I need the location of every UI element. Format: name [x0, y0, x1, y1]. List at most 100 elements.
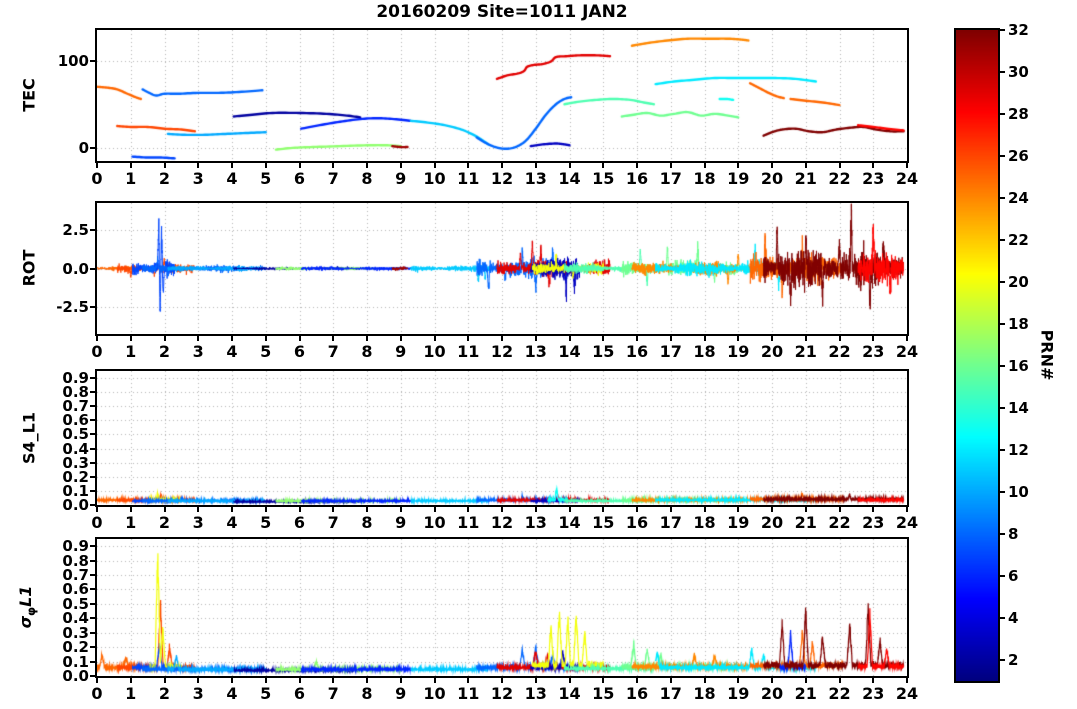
y-tick-label: 0.5	[62, 594, 89, 613]
x-tick-label: 3	[192, 169, 204, 188]
x-tick	[906, 336, 908, 341]
x-tick-label: 15	[592, 169, 615, 188]
x-tick-label: 22	[828, 513, 851, 532]
x-tick	[703, 678, 706, 683]
x-tick	[771, 507, 773, 512]
y-tick	[90, 602, 95, 605]
x-tick	[804, 507, 807, 512]
x-tick-label: 16	[625, 169, 649, 188]
plot-canvas-s4	[97, 371, 907, 505]
x-tick-label: 8	[361, 342, 373, 361]
x-tick-label: 24	[895, 342, 919, 361]
colorbar-tick-label: 28	[1008, 105, 1029, 123]
x-tick	[298, 507, 301, 512]
x-tick	[163, 336, 166, 341]
colorbar-tick	[1000, 239, 1005, 241]
y-tick-label: 0.3	[62, 623, 89, 642]
y-tick-label: 0.4	[62, 439, 89, 458]
x-tick-label: 22	[828, 169, 851, 188]
x-tick-label: 7	[327, 513, 339, 532]
x-tick	[602, 163, 605, 168]
l1-label: L1	[15, 585, 35, 607]
y-tick	[90, 433, 95, 436]
y-tick-label: 0.6	[62, 411, 89, 430]
colorbar-tick-label: 18	[1008, 315, 1029, 333]
colorbar-tick	[1000, 533, 1005, 535]
x-tick-label: 7	[327, 169, 339, 188]
x-tick	[129, 336, 132, 341]
x-tick-label: 0	[91, 342, 103, 361]
y-tick	[90, 646, 95, 649]
plot-title: 20160209 Site=1011 JAN2	[376, 2, 628, 22]
x-tick-label: 23	[862, 342, 885, 361]
x-tick-label: 1	[125, 169, 137, 188]
y-tick-label: 0.2	[62, 467, 89, 486]
x-tick-label: 23	[862, 513, 885, 532]
x-tick	[872, 336, 875, 341]
y-tick	[90, 419, 95, 422]
x-tick	[872, 163, 875, 168]
x-tick	[568, 163, 571, 168]
x-tick	[737, 336, 740, 341]
x-tick-label: 5	[260, 513, 272, 532]
x-tick-label: 18	[693, 342, 716, 361]
x-tick-label: 21	[794, 169, 817, 188]
x-tick	[332, 678, 335, 683]
x-tick	[636, 507, 638, 512]
x-tick	[501, 678, 503, 683]
y-tick	[90, 617, 95, 620]
x-tick	[804, 336, 807, 341]
x-tick-label: 6	[293, 684, 306, 703]
x-tick-label: 5	[260, 684, 272, 703]
x-tick	[231, 336, 233, 341]
y-tick	[90, 545, 95, 548]
x-tick-label: 1	[125, 513, 137, 532]
x-tick	[96, 163, 98, 168]
x-tick-label: 11	[457, 684, 480, 703]
x-tick-label: 15	[592, 684, 615, 703]
y-tick-label: 0.8	[62, 551, 89, 570]
x-tick	[501, 336, 503, 341]
x-tick	[129, 163, 132, 168]
colorbar-tick	[1000, 29, 1005, 31]
x-tick	[501, 163, 503, 168]
x-tick-label: 13	[524, 513, 547, 532]
colorbar-tick	[1000, 155, 1005, 157]
y-tick-label: 0.9	[62, 537, 89, 556]
y-tick	[90, 489, 95, 492]
y-tick-label: 0.1	[62, 481, 89, 500]
x-tick-label: 6	[293, 169, 306, 188]
x-tick	[872, 678, 875, 683]
colorbar-tick-label: 20	[1008, 273, 1029, 291]
x-tick	[669, 336, 672, 341]
colorbar-tick	[1000, 491, 1005, 493]
colorbar-tick-label: 16	[1008, 357, 1029, 375]
x-tick-label: 11	[457, 513, 480, 532]
x-tick	[96, 336, 98, 341]
x-tick	[636, 163, 638, 168]
colorbar-tick-label: 6	[1008, 567, 1019, 585]
x-tick-label: 8	[361, 684, 373, 703]
x-tick	[399, 163, 402, 168]
x-tick	[838, 678, 841, 683]
y-tick-label: 0.7	[62, 397, 89, 416]
y-tick-label: 100	[57, 51, 89, 70]
x-tick-label: 16	[625, 684, 649, 703]
x-tick-label: 24	[895, 169, 919, 188]
x-tick	[129, 678, 132, 683]
x-tick-label: 1	[125, 342, 137, 361]
x-tick	[906, 507, 908, 512]
y-tick-label: 0.7	[62, 566, 89, 585]
y-tick-label: 0.3	[62, 453, 89, 472]
colorbar-tick	[1000, 197, 1005, 199]
x-tick-label: 7	[327, 342, 339, 361]
y-tick-label: 0.4	[62, 609, 89, 628]
y-tick	[90, 59, 95, 62]
x-tick-label: 4	[226, 684, 238, 703]
y-tick-label: -2.5	[56, 297, 89, 316]
x-tick-label: 19	[727, 513, 750, 532]
x-tick-label: 8	[361, 513, 373, 532]
colorbar-tick-label: 8	[1008, 525, 1019, 543]
x-tick-label: 23	[862, 169, 885, 188]
y-tick-label: 0.8	[62, 383, 89, 402]
